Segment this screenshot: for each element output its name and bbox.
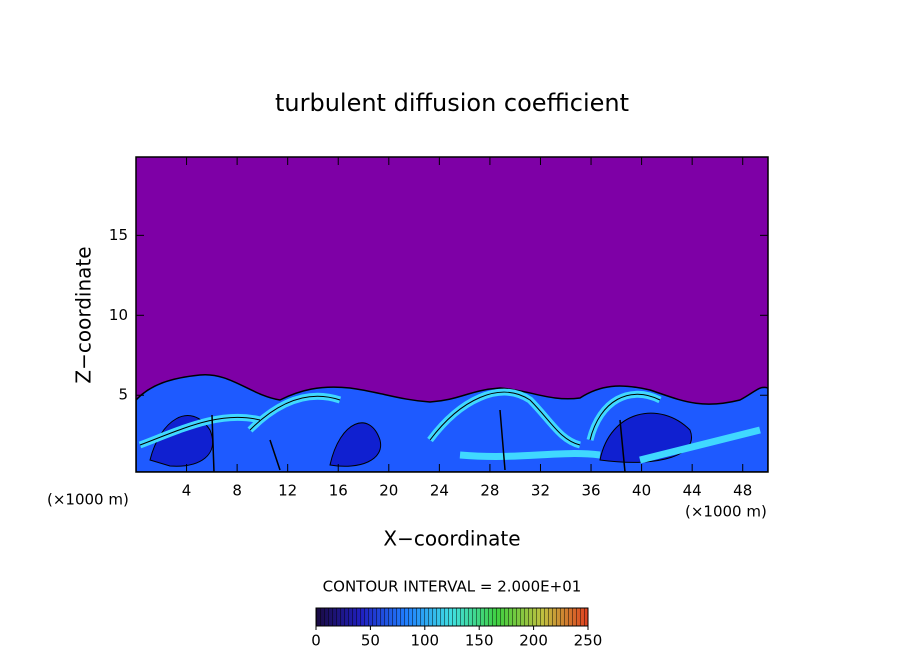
x-tick-label: 44 [683,482,702,500]
y-axis-label: Z−coordinate [72,246,96,383]
x-tick-label: 32 [531,482,550,500]
chart-title: turbulent diffusion coefficient [275,89,629,117]
contour-line [211,409,626,472]
colorbar-stripes [316,608,588,626]
x-tick-label: 20 [379,482,398,500]
colorbar-tick-label: 200 [519,632,548,650]
colorbar-tick-label: 100 [410,632,439,650]
colorbar-tick-label: 50 [361,632,380,650]
x-axis-label: X−coordinate [383,527,520,551]
x-unit: (×1000 m) [685,503,767,521]
x-tick-label: 28 [480,482,499,500]
colorbar-tick-label: 250 [574,632,603,650]
y-tick-label: 10 [109,306,128,324]
field [136,157,768,472]
x-tick-label: 8 [232,482,242,500]
colorbar-tick-label: 150 [465,632,494,650]
x-tick-label: 12 [278,482,297,500]
x-tick-label: 16 [329,482,348,500]
core-region [149,412,692,467]
x-tick-label: 40 [632,482,651,500]
y-tick-label: 15 [109,226,128,244]
x-tick-label: 4 [182,482,192,500]
contour-label: CONTOUR INTERVAL = 2.000E+01 [323,578,582,596]
y-tick-label: 5 [118,386,128,404]
x-tick-label: 36 [581,482,600,500]
x-unit: (×1000 m) [47,491,129,509]
contour-line [139,391,661,446]
colorbar-tick-label: 0 [311,632,321,650]
x-tick-label: 24 [430,482,449,500]
x-tick-label: 48 [733,482,752,500]
plot-frame [135,156,769,473]
